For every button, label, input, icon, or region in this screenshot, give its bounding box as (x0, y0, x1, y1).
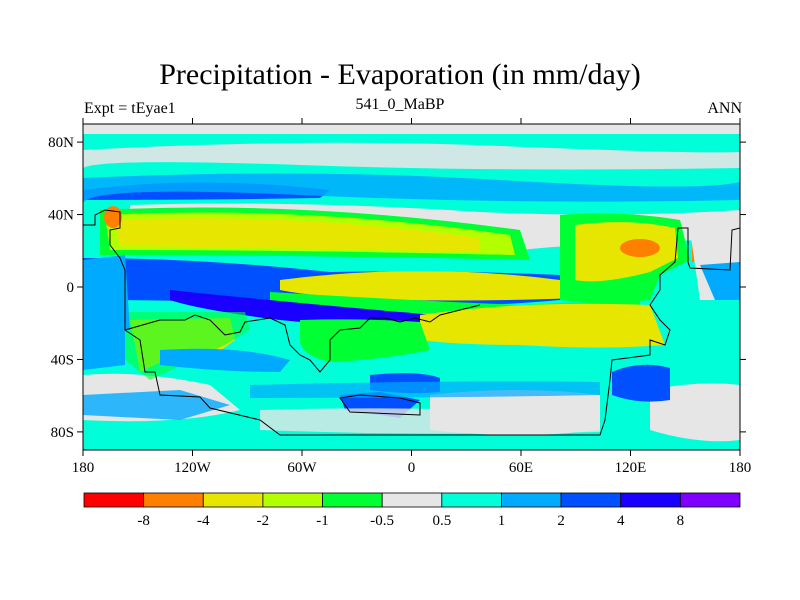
period-label: 541_0_MaBP (355, 96, 445, 113)
colorbar-swatch (143, 492, 204, 508)
colorbar-label: 1 (498, 513, 506, 529)
north-storm-track-2 (83, 173, 740, 205)
north-grey-band (83, 142, 740, 170)
coastline-2 (124, 304, 481, 373)
colorbar-swatch (322, 492, 383, 508)
colorbar-label: 8 (677, 513, 685, 529)
colorbar-swatch (501, 492, 562, 508)
south-polar-grey (260, 408, 600, 434)
colorbar-swatch (441, 492, 502, 508)
south-storm-7 (83, 390, 230, 420)
coastline-3 (339, 394, 421, 416)
colorbar-swatch (262, 492, 323, 508)
itcz-core (170, 290, 460, 327)
colorbar-label: 4 (617, 513, 625, 529)
x-tick-label: 60W (287, 460, 317, 476)
south-storm-4 (160, 348, 290, 372)
south-grey-patch-3 (650, 383, 740, 442)
equatorial-yellow (280, 271, 640, 301)
y-tick-label: 0 (67, 280, 75, 296)
y-tick-label: 40S (51, 352, 74, 368)
x-tick-label: 180 (72, 460, 95, 476)
colorbar-swatch (202, 492, 264, 508)
map-field (83, 124, 740, 450)
east-edge-blue (700, 262, 740, 300)
colorbar-swatch (560, 492, 622, 508)
colorbar-swatch (679, 492, 741, 508)
south-continent-green (300, 319, 430, 362)
north-subtropic-yellow (115, 218, 480, 252)
colorbar-label: -2 (257, 513, 270, 529)
south-band-blue (250, 381, 600, 398)
colorbar-swatch (83, 492, 145, 508)
x-tick-label: 120W (174, 460, 212, 476)
x-axis: 180 120W 60W 0 60E 120E 180 (72, 118, 752, 476)
x-tick-label: 0 (408, 460, 416, 476)
x-tick-label: 180 (729, 460, 752, 476)
south-storm-5 (83, 330, 125, 370)
experiment-label: Expt = tEyae1 (84, 100, 176, 117)
x-tick-label: 60E (509, 460, 533, 476)
colorbar-swatch (381, 492, 443, 508)
colorbar-label: -1 (316, 513, 329, 529)
season-label: ANN (707, 100, 742, 117)
y-tick-label: 40N (48, 208, 74, 224)
colorbar-swatch (620, 492, 681, 508)
south-continent-yellow (420, 303, 665, 348)
y-tick-label: 80S (51, 425, 74, 441)
colorbar-label: -4 (197, 513, 210, 529)
north-polar-band (83, 124, 740, 134)
map-title: Precipitation - Evaporation (in mm/day) (159, 58, 641, 91)
colorbar-label: -0.5 (370, 513, 394, 529)
east-dry-core (620, 239, 660, 257)
y-tick-label: 80N (48, 135, 74, 151)
south-storm-3 (612, 364, 670, 402)
colorbar: -8 -4 -2 -1 -0.5 0.5 1 2 4 8 (83, 492, 741, 529)
west-dry-core (104, 206, 122, 228)
colorbar-label: 0.5 (432, 513, 451, 529)
colorbar-label: 2 (557, 513, 565, 529)
y-axis: 80N 40N 0 40S 80S (48, 135, 746, 441)
x-tick-label: 120E (615, 460, 647, 476)
colorbar-label: -8 (137, 513, 150, 529)
coastline (83, 209, 740, 436)
south-storm-6 (83, 255, 130, 330)
